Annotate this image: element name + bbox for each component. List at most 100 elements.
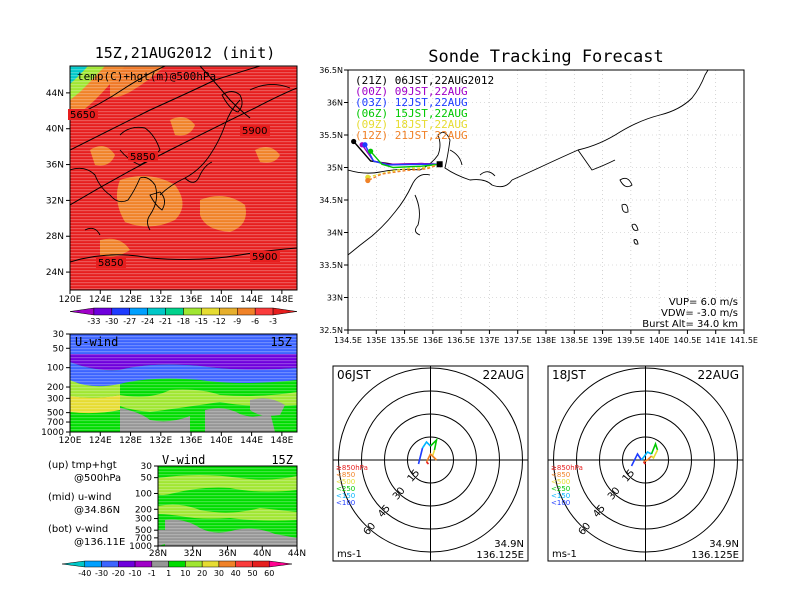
panel-c-time: 15Z [271,453,293,467]
colorbar-label: -3 [269,317,277,326]
contour-label-bg [96,257,126,268]
hodograph-date: 22AUG [697,368,739,382]
hodograph-trace [640,450,652,461]
y-tick-label: 500 [47,409,64,419]
colorbar-swatch [134,560,153,568]
x-tick-label: 135E [366,336,386,345]
colorbar-label: -30 [105,317,118,326]
y-tick-label: 44N [46,89,64,99]
hodograph-06jst: 06JST 22AUG15304560≥850hPa<850<500<250<15… [332,365,529,562]
y-tick-label: 28N [46,232,64,242]
hodograph-trace [429,437,438,451]
panel-b-field [70,334,297,432]
panel-a-title: 15Z,21AUG2012 (init) [95,44,276,62]
hodograph-legend-entry: <150 [336,492,355,500]
note-line1: (bot) v-wind [48,524,108,535]
colorbar-label: -1 [148,569,156,578]
colorbar-swatch [69,307,95,316]
hodograph-trace [650,449,659,460]
y-tick-label: 36N [327,99,343,108]
colorbar-label: -33 [87,317,100,326]
panel-a-frame [69,65,298,291]
contour-label: 5850 [98,258,123,269]
x-tick-label: 28N [149,549,167,559]
x-tick-label: 40N [253,549,271,559]
panel-d-coast [348,70,709,256]
colorbar-label: 50 [247,569,257,578]
panel-c-x-ticks: 28N 32N 36N 40N 44N [149,546,306,559]
panel-c-colorbar: -40 -30 -20 -10 -1 1 10 20 30 40 50 60 [61,560,293,578]
y-tick-label: 34N [327,229,343,238]
panel-b-title: U-wind [75,335,118,349]
colorbar-swatch [168,560,186,568]
y-tick-label: 700 [135,534,152,544]
x-tick-label: 132E [149,436,172,446]
hodograph-trace [643,455,653,463]
x-tick-label: 135.5E [391,336,419,345]
x-tick-label: 138E [536,336,556,345]
x-tick-label: 144E [240,436,263,446]
colorbar-label: -30 [95,569,108,578]
panel-c-title: V-wind [162,453,205,467]
panel-a-label: temp(C)+hgt(m)@500hPa [77,70,216,83]
panel-a-x-ticks: 120E 124E 128E 132E 136E 140E 144E 148E [59,290,294,305]
y-tick-label: 1000 [41,428,64,438]
info-line: VUP= 6.0 m/s [669,297,738,308]
y-tick-label: 32.5N [319,326,343,335]
panel-b-frame [69,333,298,433]
colorbar-swatch [268,560,293,568]
x-tick-label: 144E [240,295,263,305]
x-tick-label: 137E [479,336,499,345]
colorbar-label: -40 [78,569,91,578]
legend-entry: (21Z) 06JST,22AUG2012 [355,74,494,87]
track-line [370,150,440,169]
hodograph-legend-entry: <250 [336,485,355,493]
colorbar-label: 1 [166,569,171,578]
hodograph-legend-entry: <850 [551,471,570,479]
y-tick-label: 36.5N [319,66,343,75]
note-line2: @136.11E [74,537,125,548]
colorbar-label: -18 [177,317,190,326]
x-tick-label: 141.5E [730,336,758,345]
x-tick-label: 124E [89,295,112,305]
x-tick-label: 140E [649,336,669,345]
contour-label-bg [240,125,270,136]
hodograph-lat: 34.9N [494,539,524,550]
colorbar-swatch [235,560,253,568]
colorbar-swatch [151,560,169,568]
note-line2: @34.86N [74,505,120,516]
x-tick-label: 32N [184,549,202,559]
x-tick-label: 140.5E [673,336,701,345]
legend-entry: (00Z) 09JST,22AUG [355,85,468,98]
x-tick-label: 44N [288,549,306,559]
colorbar-label: -6 [251,317,259,326]
colorbar-swatch [129,307,148,316]
track-end-point [362,142,368,148]
colorbar-label: -12 [213,317,226,326]
legend-entry: (09Z) 18JST,22AUG [355,118,468,131]
panel-c-field [158,466,297,546]
colorbar-swatch [254,307,274,316]
hodograph-trace [417,447,424,465]
y-tick-label: 33N [327,294,343,303]
x-tick-label: 148E [270,436,293,446]
hodograph-legend-entry: <100 [336,499,355,507]
y-tick-label: 35N [327,164,343,173]
hodograph-legend-entry: ≥850hPa [551,464,583,472]
colorbar-swatch [218,560,236,568]
y-tick-label: 1000 [129,542,152,552]
x-tick-label: 139E [592,336,612,345]
y-tick-label: 33.5N [319,261,343,270]
hodograph-18jst: 18JST 22AUG15304560≥850hPa<850<500<250<15… [547,365,744,562]
hodograph-lon: 136.125E [476,550,524,561]
legend-entry: (12Z) 21JST,22AUG [355,129,468,142]
colorbar-swatch [147,307,166,316]
hodograph-date: 22AUG [482,368,524,382]
colorbar-swatch [165,307,184,316]
contour-label: 5850 [130,152,155,163]
hodograph-trace [421,440,432,449]
contour-label: 5900 [242,126,267,137]
y-tick-label: 200 [135,505,152,515]
hodograph-lon: 136.125E [691,550,739,561]
hodograph-legend-entry: <100 [551,499,570,507]
